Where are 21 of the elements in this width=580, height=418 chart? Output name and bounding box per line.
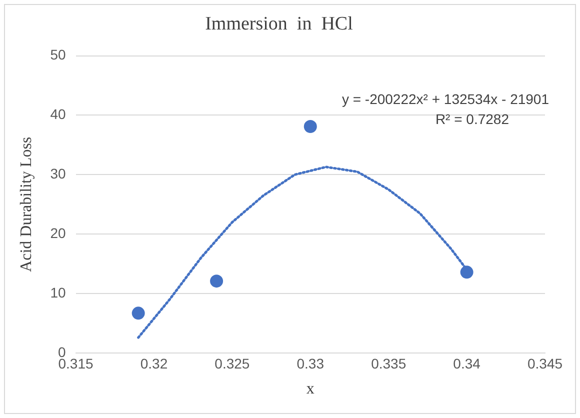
chart-title: Immersion in HCl	[205, 13, 353, 34]
y-tick-label: 20	[50, 224, 66, 241]
point	[132, 306, 145, 320]
y-tick-label: 0	[58, 344, 66, 360]
y-axis-title: Acid Durability Loss	[18, 136, 35, 272]
annotation: R² = 0.7282	[435, 110, 510, 127]
annotation: y = -200222x² + 132534x - 21901	[342, 90, 550, 107]
x-tick-label: 0.34	[453, 355, 481, 372]
point	[210, 274, 224, 288]
x-tick-label: 0.345	[527, 355, 563, 372]
x-tick-label: 0.32	[140, 355, 168, 372]
point	[304, 120, 317, 134]
point	[460, 266, 474, 279]
x-tick-label: 0.33	[296, 355, 324, 372]
y-tick-label: 40	[50, 106, 66, 122]
y-tick-label: 30	[50, 166, 66, 182]
x-tick-label: 0.325	[214, 355, 250, 372]
x-tick-label: 0.335	[371, 355, 406, 372]
x-axis-title: x	[306, 380, 314, 398]
y-tick-label: 50	[50, 46, 66, 63]
y-tick-label: 10	[50, 284, 66, 300]
